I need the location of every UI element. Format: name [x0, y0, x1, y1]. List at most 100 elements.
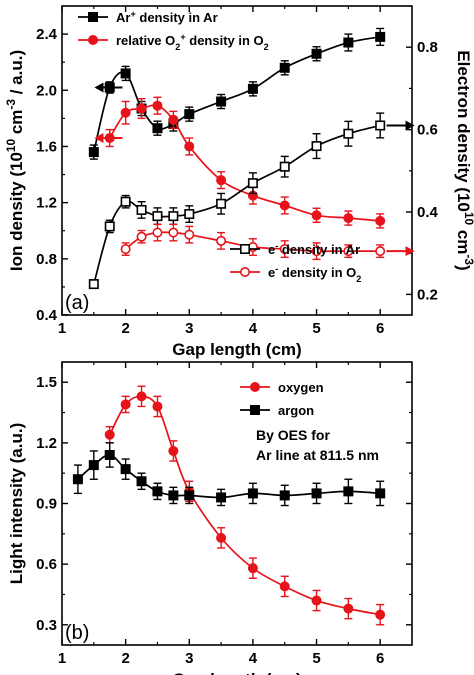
- data-point: [120, 464, 131, 475]
- data-point: [136, 391, 147, 402]
- y-tick-label: 2.0: [36, 82, 57, 99]
- text-part: -3: [4, 99, 18, 110]
- data-point: [311, 48, 322, 59]
- axis-arrow-head: [94, 133, 104, 144]
- x-tick-label: 6: [376, 320, 384, 337]
- data-point: [136, 103, 147, 114]
- y-tick-label: 0.8: [36, 251, 57, 268]
- data-point: [120, 107, 131, 118]
- legend-item: oxygen: [240, 380, 324, 395]
- y-tick-label: 1.6: [36, 138, 57, 155]
- data-point: [168, 445, 179, 456]
- text-part: Ion density (10: [7, 152, 26, 271]
- text-part: +: [130, 9, 135, 19]
- legend-item: e- density in Ar: [230, 241, 360, 257]
- data-point: [343, 37, 354, 48]
- text-part: 10: [462, 212, 474, 226]
- data-point: [279, 490, 290, 501]
- x-tick-label: 2: [121, 320, 129, 337]
- y-right-tick-label: 0.6: [417, 122, 438, 139]
- data-point: [168, 211, 179, 222]
- text-part: 2: [356, 274, 361, 284]
- data-point: [375, 120, 386, 131]
- data-point: [279, 62, 290, 73]
- data-point: [136, 476, 147, 487]
- text-part: 10: [4, 138, 18, 152]
- y-axis-title: Ion density (1010 cm-3 / a.u.): [4, 50, 26, 271]
- data-point: [88, 12, 99, 22]
- data-point: [72, 474, 83, 485]
- x-tick-label: 4: [249, 320, 258, 337]
- data-point: [343, 213, 354, 224]
- x-tick-label: 1: [58, 650, 66, 667]
- data-point: [152, 486, 163, 497]
- legend-item: Ar+ density in Ar: [78, 9, 218, 25]
- data-point: [343, 486, 354, 497]
- series-0: [88, 27, 386, 160]
- data-point: [152, 100, 163, 111]
- legend-item: relative O2+ density in O2: [78, 32, 269, 52]
- data-point: [311, 141, 322, 152]
- data-point: [343, 603, 354, 614]
- x-axis-title: Gap length (cm): [172, 340, 301, 359]
- legend-label: oxygen: [278, 380, 324, 395]
- data-point: [311, 210, 322, 221]
- data-point: [375, 609, 386, 620]
- data-point: [279, 581, 290, 592]
- y-tick-label: 1.5: [36, 374, 57, 391]
- data-point: [152, 211, 163, 222]
- oes-note: Ar line at 811.5 nm: [256, 447, 379, 463]
- data-point: [152, 401, 163, 412]
- data-point: [168, 114, 179, 125]
- data-point: [104, 221, 115, 232]
- series-2: [88, 112, 386, 290]
- series-line: [92, 124, 381, 285]
- x-tick-label: 3: [185, 650, 193, 667]
- data-point: [88, 34, 99, 45]
- text-part: cm: [454, 225, 473, 254]
- data-point: [375, 215, 386, 226]
- data-point: [104, 449, 115, 460]
- text-part: -: [275, 264, 278, 274]
- data-point: [120, 244, 131, 255]
- plot-frame: [61, 5, 413, 316]
- text-part: density in O: [186, 33, 264, 48]
- text-part: density in Ar: [278, 242, 360, 257]
- data-point: [216, 532, 227, 543]
- y-axis-title: Light intensity (a.u.): [7, 423, 26, 585]
- y-tick-label: 1.2: [36, 435, 57, 452]
- data-point: [184, 141, 195, 152]
- data-point: [250, 404, 261, 415]
- data-point: [240, 244, 251, 255]
- x-tick-label: 2: [121, 650, 129, 667]
- text-part: Electron density (10: [454, 50, 473, 212]
- text-part: argon: [278, 403, 314, 418]
- text-part: e: [268, 242, 275, 257]
- data-point: [343, 128, 354, 139]
- data-point: [88, 460, 99, 471]
- data-point: [88, 279, 99, 290]
- legend-label: relative O2+ density in O2: [116, 32, 269, 52]
- data-point: [375, 31, 386, 42]
- legend-label: e- density in O2: [268, 264, 361, 284]
- data-point: [184, 209, 195, 220]
- text-part: Light intensity (a.u.): [7, 423, 26, 585]
- panel-label: (a): [65, 292, 89, 314]
- data-point: [279, 200, 290, 211]
- series-0: [104, 385, 386, 626]
- data-point: [247, 178, 258, 189]
- data-point: [216, 492, 227, 503]
- text-part: Ar: [116, 10, 130, 25]
- legend-label: Ar+ density in Ar: [116, 9, 218, 25]
- text-part: relative O: [116, 33, 175, 48]
- data-point: [375, 488, 386, 499]
- data-point: [184, 229, 195, 240]
- text-part: -: [275, 241, 278, 251]
- text-part: 2: [175, 42, 180, 52]
- data-point: [88, 147, 99, 158]
- data-point: [311, 246, 322, 257]
- data-point: [247, 83, 258, 94]
- y-right-tick-label: 0.2: [417, 286, 438, 303]
- data-point: [152, 123, 163, 134]
- data-point: [120, 68, 131, 79]
